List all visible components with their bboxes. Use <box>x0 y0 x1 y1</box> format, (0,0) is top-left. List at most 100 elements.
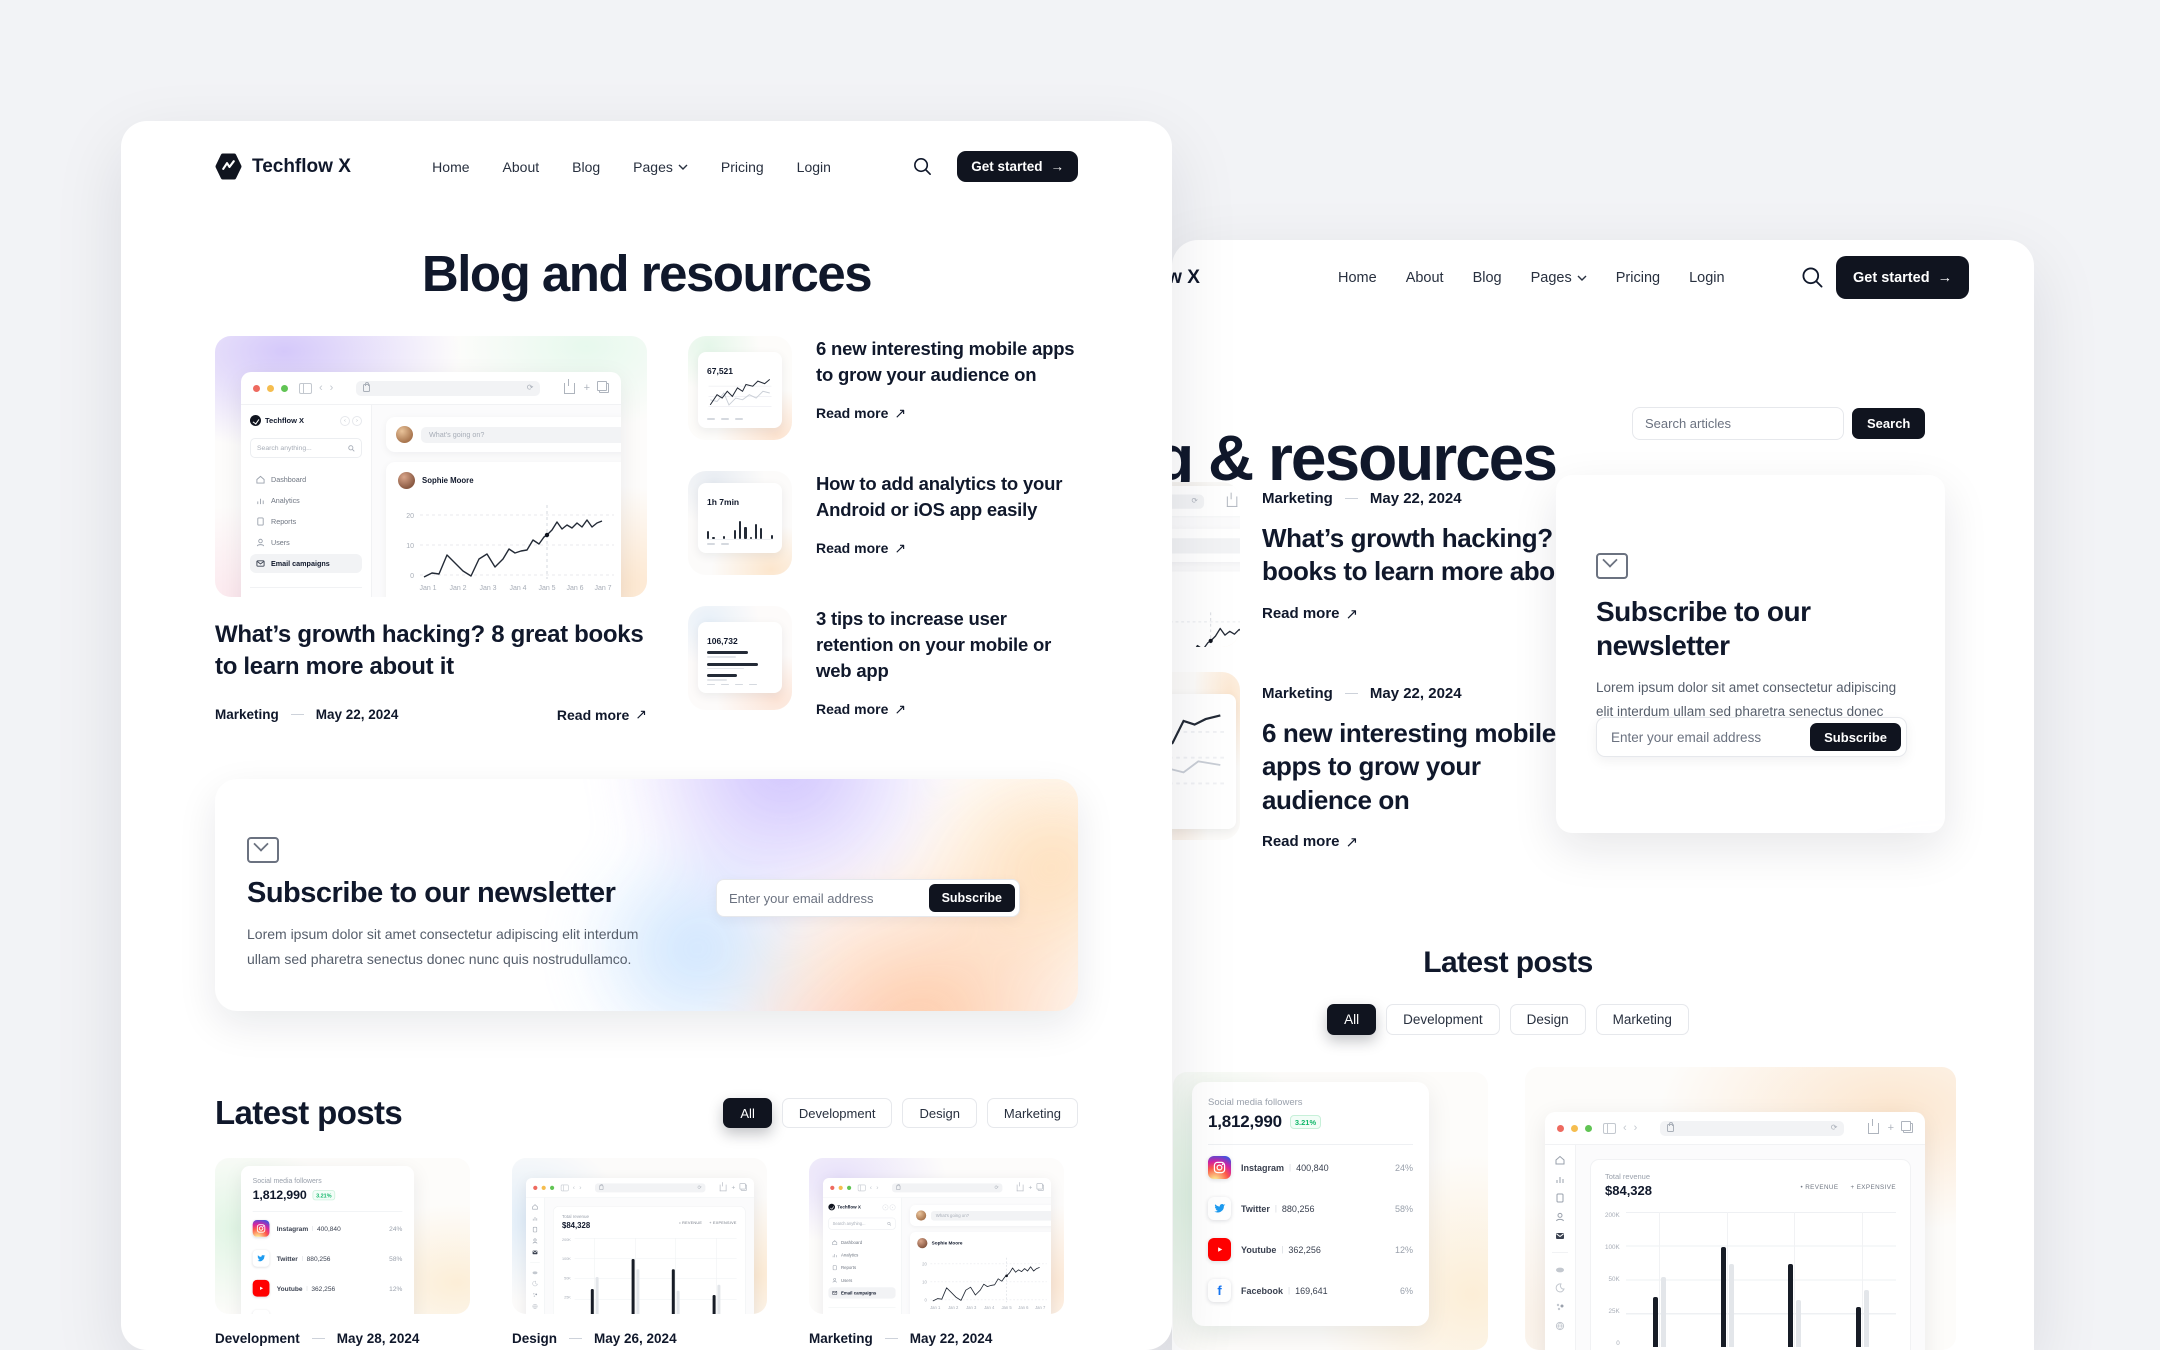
post-date: May 22, 2024 <box>1369 490 1462 507</box>
nav-about[interactable]: About <box>1405 270 1444 286</box>
svg-text:0: 0 <box>924 1298 927 1303</box>
read-more-link[interactable]: Read more ↗ <box>816 700 907 718</box>
svg-text:Jan 1: Jan 1 <box>419 585 436 592</box>
mock-main: What's going on? Sophie Moore 20 10 0 <box>372 405 621 597</box>
post-thumbnail[interactable]: 67,521 <box>688 336 792 440</box>
brand-logo[interactable]: Techflow X <box>215 153 351 180</box>
post-thumbnail[interactable]: 1h 7min <box>688 471 792 575</box>
nav-pages[interactable]: Pages <box>1531 270 1587 286</box>
avatar <box>917 1238 928 1249</box>
home-icon <box>532 1204 538 1210</box>
url-bar: ⟳ <box>356 380 541 396</box>
email-input[interactable] <box>717 890 929 906</box>
post-thumbnail[interactable]: 106,732 <box>688 606 792 710</box>
nav-login[interactable]: Login <box>1689 270 1725 286</box>
read-more-link[interactable]: Read more ↗ <box>1262 605 1359 623</box>
post-title[interactable]: 3 tips to increase user retention on you… <box>816 608 1052 681</box>
stat-value: 1h 7min <box>707 497 740 507</box>
svg-text:20: 20 <box>922 1262 927 1267</box>
latest-posts-heading: Latest posts <box>215 1094 403 1132</box>
filter-design[interactable]: Design <box>902 1098 977 1129</box>
read-more-link[interactable]: Read more ↗ <box>816 539 907 557</box>
lock-icon <box>896 1184 901 1191</box>
chart-legend: • REVENUE + EXPENSIVE <box>1800 1184 1896 1191</box>
back-icon: ‹ <box>1623 1121 1627 1134</box>
get-started-button[interactable]: Get started → <box>1836 256 1970 299</box>
post-title[interactable]: 6 new interesting mobile apps to grow yo… <box>816 338 1075 385</box>
filter-development[interactable]: Development <box>781 1098 893 1129</box>
traffic-light-close-icon <box>830 1185 835 1191</box>
site-header: Techflow X Home About Blog Pages Pricing… <box>121 121 1172 182</box>
svg-text:Jan 6: Jan 6 <box>566 585 583 592</box>
back-icon: ‹ <box>572 1184 576 1192</box>
mock-forward-icon: › <box>352 415 362 426</box>
filter-design[interactable]: Design <box>1509 1004 1586 1035</box>
mock-search-input: Search anything... <box>250 438 362 458</box>
nav-blog[interactable]: Blog <box>1472 270 1502 286</box>
forward-icon: › <box>1633 1121 1638 1134</box>
search-button[interactable]: Search <box>1852 408 1926 439</box>
nav-about[interactable]: About <box>502 158 540 175</box>
newsletter-body: Lorem ipsum dolor sit amet consectetur a… <box>247 926 639 967</box>
search-icon[interactable] <box>1800 265 1825 290</box>
nav-blog[interactable]: Blog <box>572 158 601 175</box>
search-articles-input[interactable] <box>1633 416 1843 431</box>
newsletter-form: Subscribe <box>1596 717 1907 757</box>
dots-icon <box>1556 1303 1564 1311</box>
tabs-icon <box>597 381 609 393</box>
mock-menu-dashboard: Dashboard <box>828 1237 895 1248</box>
browser-titlebar: ‹ › ⟳ + <box>241 372 621 405</box>
avatar <box>916 1210 927 1221</box>
post-thumbnail: ‹ › ⟳ + Total revenue $84,328 <box>512 1158 767 1315</box>
post-thumbnail[interactable]: • INSTAGRAM <box>1172 672 1240 840</box>
filter-marketing[interactable]: Marketing <box>986 1098 1078 1129</box>
post-card[interactable]: Social media followers 1,812,990 3.21% I… <box>215 1158 470 1350</box>
nav-home[interactable]: Home <box>1338 270 1377 286</box>
youtube-icon <box>1208 1238 1231 1261</box>
featured-post-thumbnail[interactable]: ‹ › ⟳ + Techflow X ‹ › Search anything...… <box>215 336 647 597</box>
brand-logo[interactable]: Techflow X <box>1172 264 1200 291</box>
get-started-button[interactable]: Get started → <box>957 151 1078 182</box>
read-more-link[interactable]: Read more ↗ <box>1262 833 1359 851</box>
post-title[interactable]: 6 new interesting mobile apps to grow yo… <box>1262 718 1556 815</box>
revenue-value: $84,328 <box>562 1220 591 1230</box>
nav-pages[interactable]: Pages <box>633 159 688 175</box>
mock-composer-placeholder: What's going on? <box>421 426 621 443</box>
arrow-up-right-icon: ↗ <box>894 404 907 421</box>
filter-all[interactable]: All <box>723 1098 772 1129</box>
filter-development[interactable]: Development <box>1386 1004 1500 1035</box>
post-card[interactable]: ‹ › ⟳ + Total revenue $84,328 <box>512 1158 767 1350</box>
featured-post: ‹ › ⟳ + Techflow X ‹ › Search anything...… <box>215 336 647 723</box>
email-input[interactable] <box>1597 729 1811 745</box>
chart-legend: • REVENUE + EXPENSIVE <box>679 1221 737 1226</box>
mail-icon <box>832 1291 838 1296</box>
nav-pricing[interactable]: Pricing <box>720 158 764 175</box>
mock-composer-placeholder: What's going on? <box>931 1211 1051 1221</box>
post-thumbnail[interactable]: ‹ › ⟳ + Total revenue $84,328 <box>1525 1067 1956 1350</box>
post-thumbnail[interactable]: Social media followers 1,812,990 3.21% I… <box>1173 1072 1488 1350</box>
home-icon <box>1555 1155 1565 1165</box>
read-more-link[interactable]: Read more ↗ <box>816 404 907 422</box>
nav-home[interactable]: Home <box>432 158 470 175</box>
filter-all[interactable]: All <box>1327 1004 1377 1035</box>
filter-marketing[interactable]: Marketing <box>1595 1004 1689 1035</box>
post-title[interactable]: How to add analytics to your Android or … <box>816 473 1063 520</box>
browser-mockup-revenue: ‹ › ⟳ + Total revenue $84,328 <box>1545 1112 1925 1350</box>
nav-pricing[interactable]: Pricing <box>1615 270 1661 286</box>
arrow-up-right-icon: ↗ <box>1345 605 1359 623</box>
mock-line-chart: 20 10 0 Jan 1 Jan 2 Jan 3 Jan 4 Jan 5 Ja… <box>406 505 614 592</box>
post-thumbnail: ‹ › ⟳ + Techflow X ‹ › Search anything...… <box>809 1158 1064 1315</box>
featured-post-title[interactable]: What’s growth hacking? 8 great books to … <box>215 621 644 680</box>
facebook-icon: f <box>1208 1279 1231 1302</box>
post-thumbnail[interactable]: ‹ › ⟳ + Techflow X ‹› Search anything...… <box>1172 482 1240 647</box>
browser-mockup-dashboard: ‹ › ⟳ + Techflow X ‹› Search anything...… <box>1172 486 1240 647</box>
nav-login[interactable]: Login <box>796 158 831 175</box>
arrow-up-right-icon: ↗ <box>1345 833 1359 851</box>
post-card[interactable]: ‹ › ⟳ + Techflow X ‹ › Search anything...… <box>809 1158 1064 1350</box>
sidebar-toggle-icon <box>857 1184 866 1192</box>
read-more-link[interactable]: Read more ↗ <box>556 706 647 723</box>
search-icon[interactable] <box>912 156 933 177</box>
bar-chart-icon <box>257 498 264 505</box>
subscribe-button[interactable]: Subscribe <box>928 884 1015 913</box>
subscribe-button[interactable]: Subscribe <box>1810 723 1901 751</box>
